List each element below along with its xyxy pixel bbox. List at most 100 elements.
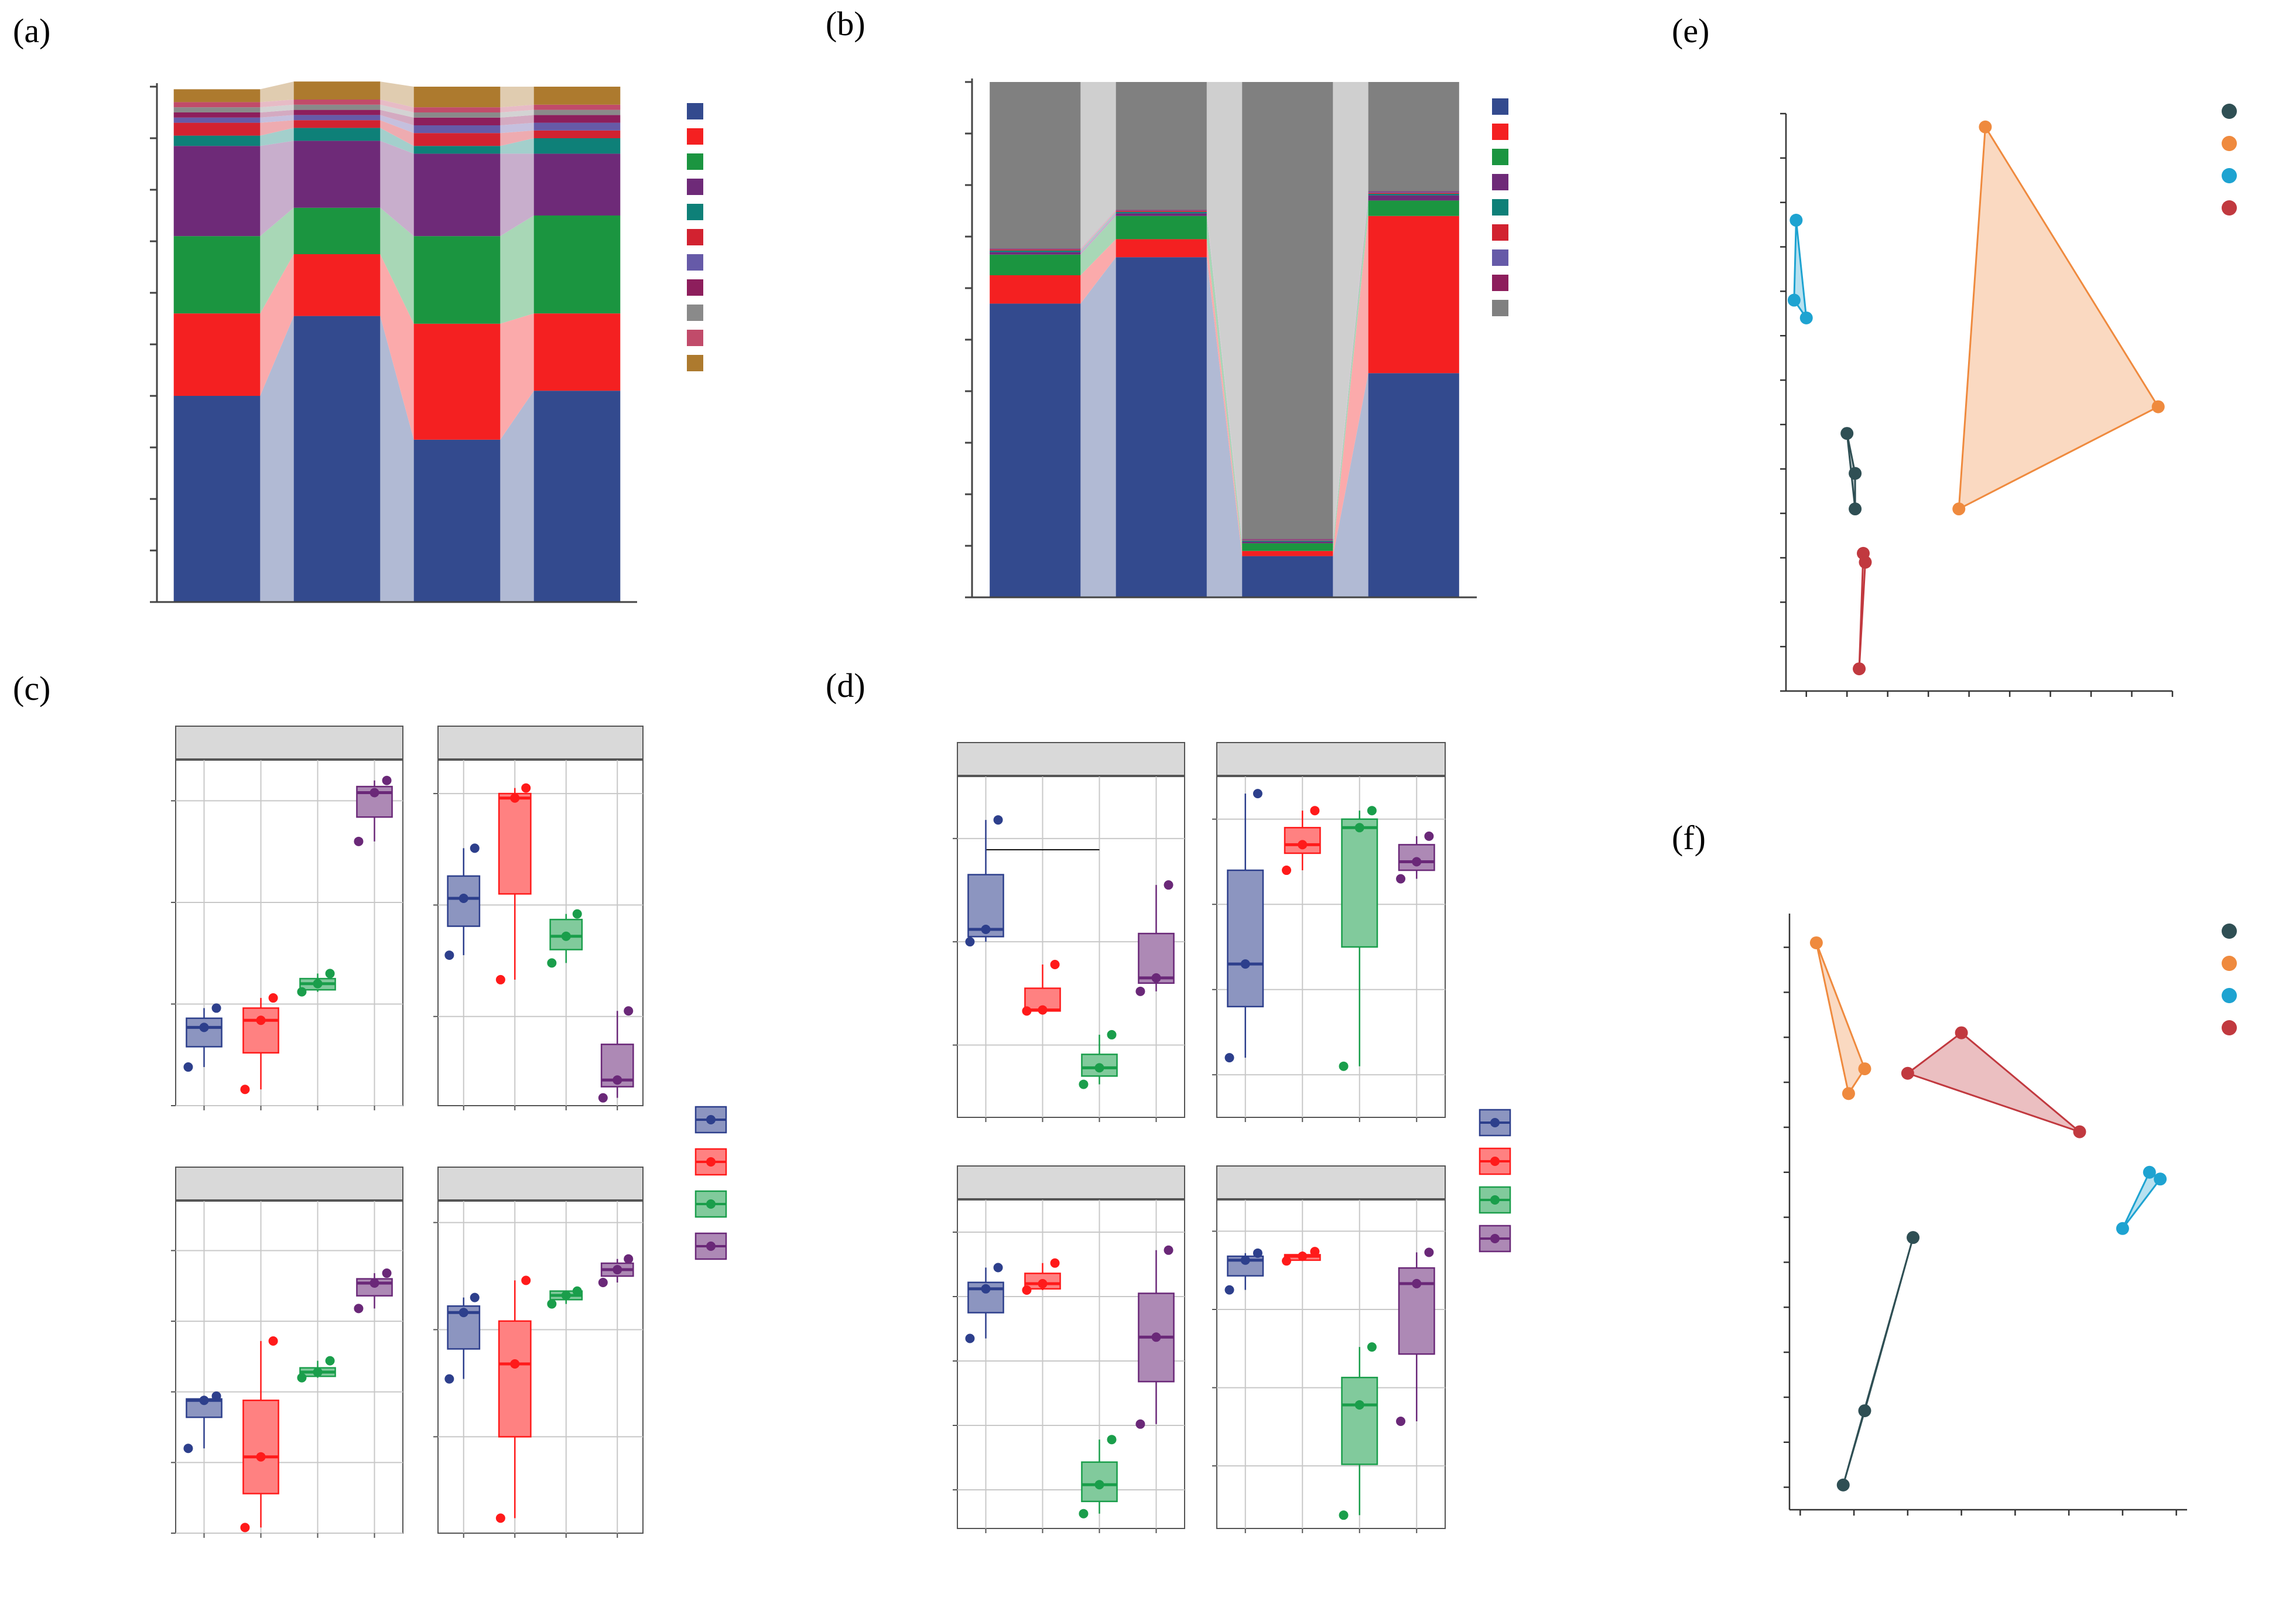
legend-key-point [706, 1157, 716, 1167]
legend-swatch-rozellomycota [1492, 275, 1508, 291]
panel-label-d: (d) [826, 666, 865, 705]
box-wbs [1339, 806, 1378, 1071]
connector-acidobacteria-1 [260, 207, 294, 314]
point-ckrs [1842, 1087, 1855, 1100]
bar-ckrs-acidobacteria [293, 207, 381, 254]
data-point [1164, 880, 1173, 890]
box-ckbs [1224, 1248, 1264, 1295]
bar-wrs-chytridiomycota [1368, 200, 1459, 216]
connector-planctomycetes-3 [500, 110, 534, 118]
legend-marker-ckbs [2222, 104, 2237, 119]
bar-wbs-rozellomycota [1242, 539, 1333, 540]
bar-wrs-ascomycota [1368, 373, 1459, 597]
bar-wrs-mortierellomycota [1368, 195, 1459, 201]
box-ckrs [1022, 959, 1061, 1016]
bar-wbs-kickxellomycota [1242, 540, 1333, 541]
point-wbs [2143, 1165, 2156, 1179]
bar-ckbs-planctomycetes [173, 107, 261, 112]
data-point [495, 974, 505, 984]
legend-marker-ckrs [2222, 136, 2237, 151]
data-point [1282, 1256, 1292, 1266]
data-point [613, 1265, 622, 1275]
bar-wbs-cyanobacteria [413, 107, 501, 112]
data-point [1094, 1063, 1104, 1073]
legend-item-ckbs [1479, 1109, 1511, 1137]
panel-label-c: (c) [13, 669, 50, 707]
connector-kickxellomycota-1 [1080, 211, 1116, 251]
point-wrs [2073, 1125, 2086, 1138]
facet-strip [437, 1167, 644, 1201]
bar-ckbs-bacteroidetes [173, 135, 261, 146]
bar-ckbs-mucoromycota [990, 250, 1081, 252]
point-wrs [1853, 662, 1866, 676]
bar-ckrs-kickxellomycota [1116, 211, 1207, 212]
hull-ckrs [1815, 942, 1866, 1095]
connector-basidiomycota-3 [1333, 216, 1368, 556]
data-point [313, 1367, 323, 1377]
bar-wrs-bacteroidetes [533, 138, 621, 154]
connector-patescibacteria-1 [260, 120, 294, 136]
bar-ckrs-cyanobacteria [293, 100, 381, 105]
data-point [510, 793, 520, 803]
box-iqr [242, 1399, 279, 1495]
connector-rozellomycota-1 [1080, 210, 1116, 249]
connector-chloroflexi-1 [260, 254, 294, 396]
data-point [1079, 1509, 1089, 1519]
bar-ckrs-ascomycota [1116, 257, 1207, 597]
connector-bacteroidetes-3 [500, 138, 534, 154]
data-point [325, 969, 335, 979]
legend-swatch-kickxellomycota [1492, 224, 1508, 241]
facet-goods-coverage-1 [433, 726, 644, 1110]
point-ckbs [1836, 1478, 1850, 1492]
connector-patescibacteria-3 [500, 130, 534, 146]
box-iqr [498, 792, 532, 895]
box-ckbs [1224, 789, 1264, 1063]
connector-basidiomycota-1 [1080, 239, 1116, 304]
panel-b-fungal-composition [965, 78, 1508, 599]
data-point [1412, 857, 1422, 867]
box-ckrs [1282, 1247, 1321, 1266]
point-wrs [1901, 1066, 1914, 1080]
box-wrs [1396, 831, 1435, 884]
bar-ckbs-wps-2 [173, 117, 261, 123]
connector-acidobacteria-3 [500, 216, 534, 324]
data-point [572, 909, 582, 919]
facet-goods-coverage-1 [1212, 742, 1446, 1122]
legend-swatch-wps-2 [687, 254, 703, 271]
panel-c-bacterial-alpha-diversity [171, 726, 727, 1538]
bar-ckrs-chloroflexi [293, 254, 381, 316]
box-ckrs [1282, 806, 1321, 876]
box-ckbs [965, 1263, 1004, 1343]
bar-ckbs-cyanobacteria [173, 102, 261, 108]
bar-ckrs-others [293, 81, 381, 100]
legend-swatch-verrucomicrobia [687, 279, 703, 296]
bar-wbs-acidobacteria [413, 236, 501, 324]
connector-mortierellomycota-1 [1080, 213, 1116, 255]
data-point [965, 1333, 975, 1343]
point-wbs [2154, 1172, 2167, 1186]
data-point [354, 1304, 364, 1314]
data-point [1151, 1332, 1161, 1342]
legend-swatch-planctomycetes [687, 305, 703, 321]
bar-wbs-wps-2 [413, 125, 501, 134]
data-point [211, 1391, 221, 1401]
facet-chao1-0 [953, 742, 1185, 1122]
box-wbs [547, 909, 583, 968]
connector-chytridiomycota-2 [1206, 216, 1243, 551]
box-wbs [1079, 1030, 1118, 1089]
legend-swatch-glomeromycota [1492, 249, 1508, 266]
hull-ckrs [1958, 126, 2160, 510]
bar-wrs-chloroflexi [533, 313, 621, 391]
connector-others-2 [380, 81, 414, 108]
data-point [1050, 959, 1060, 969]
bar-ckrs-bacteroidetes [293, 128, 381, 141]
box-wrs [1135, 1245, 1175, 1429]
data-point [993, 1263, 1003, 1273]
data-point [458, 1308, 468, 1318]
bar-ckrs-basidiomycota [1116, 239, 1207, 258]
box-iqr [1138, 932, 1175, 984]
data-point [1224, 1053, 1234, 1063]
connector-actinobacteria-3 [500, 153, 534, 237]
facet-strip [957, 1165, 1185, 1199]
legend-swatch-acidobacteria [687, 153, 703, 170]
